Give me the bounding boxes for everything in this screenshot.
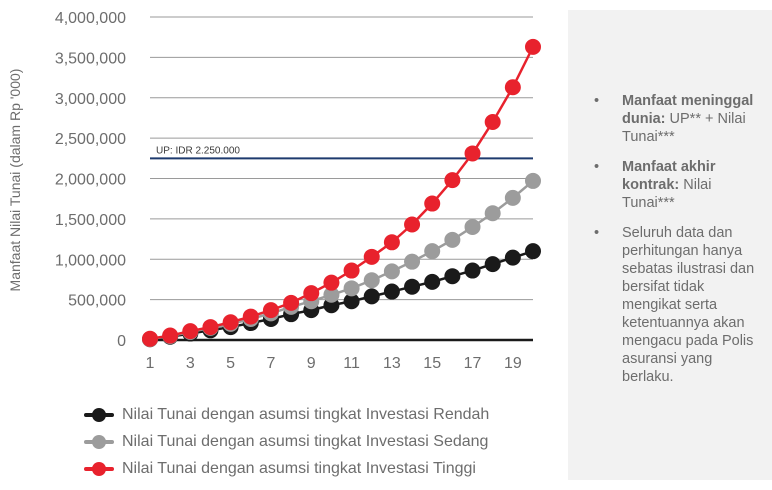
data-point bbox=[404, 253, 421, 270]
data-point bbox=[202, 319, 219, 336]
data-point bbox=[363, 248, 380, 265]
y-tick-label: 3,500,000 bbox=[55, 50, 126, 67]
x-tick-label: 1 bbox=[146, 355, 155, 372]
info-panel: Manfaat meninggal dunia: UP** + Nilai Tu… bbox=[568, 10, 772, 480]
y-tick-label: 4,000,000 bbox=[55, 10, 126, 27]
data-point bbox=[444, 172, 461, 189]
data-point bbox=[162, 327, 179, 344]
series-group bbox=[142, 38, 541, 348]
data-point bbox=[525, 38, 541, 55]
legend-label: Nilai Tunai dengan asumsi tingkat Invest… bbox=[122, 406, 490, 423]
info-item: Manfaat meninggal dunia: UP** + Nilai Tu… bbox=[568, 92, 772, 146]
data-point bbox=[343, 262, 360, 279]
x-tick-label: 15 bbox=[423, 355, 441, 372]
y-tick-label: 3,000,000 bbox=[55, 91, 126, 108]
cash-value-line-chart: 0 500,000 1,000,000 1,500,000 2,000,000 2,500… bbox=[7, 10, 541, 372]
legend-swatch bbox=[84, 408, 114, 422]
series bbox=[142, 172, 541, 348]
data-point bbox=[424, 243, 441, 260]
data-point bbox=[504, 189, 521, 206]
info-item: Manfaat akhir kontrak: Nilai Tunai*** bbox=[568, 158, 772, 212]
data-point bbox=[404, 216, 421, 233]
data-point bbox=[464, 218, 481, 235]
x-tick-labels: 1 3 5 7 9 11 13 15 17 19 bbox=[146, 355, 522, 372]
info-list: Manfaat meninggal dunia: UP** + Nilai Tu… bbox=[568, 92, 772, 398]
data-point bbox=[484, 113, 501, 130]
info-item-text: UP** + Nilai Tunai*** bbox=[622, 111, 746, 145]
data-point bbox=[383, 283, 400, 300]
legend-item: Nilai Tunai dengan asumsi tingkat Invest… bbox=[84, 429, 489, 455]
data-point bbox=[363, 288, 380, 305]
series-line bbox=[149, 179, 534, 341]
data-point bbox=[525, 172, 541, 189]
x-tick-label: 9 bbox=[307, 355, 316, 372]
data-point bbox=[323, 274, 340, 291]
up-reference-label: UP: IDR 2.250.000 bbox=[156, 145, 240, 156]
data-point bbox=[242, 308, 259, 325]
x-tick-label: 19 bbox=[504, 355, 522, 372]
data-point bbox=[383, 263, 400, 280]
y-tick-label: 2,000,000 bbox=[55, 172, 126, 189]
chart-legend: Nilai Tunai dengan asumsi tingkat Invest… bbox=[84, 402, 489, 483]
y-tick-label: 0 bbox=[117, 333, 126, 350]
data-point bbox=[404, 278, 421, 295]
legend-item: Nilai Tunai dengan asumsi tingkat Invest… bbox=[84, 456, 489, 482]
y-tick-label: 500,000 bbox=[68, 293, 126, 310]
legend-item: Nilai Tunai dengan asumsi tingkat Invest… bbox=[84, 402, 489, 428]
y-tick-label: 2,500,000 bbox=[55, 131, 126, 148]
data-point bbox=[323, 286, 340, 303]
data-point bbox=[504, 79, 521, 96]
x-tick-label: 5 bbox=[226, 355, 235, 372]
y-axis-label: Manfaat Nilai Tunai (dalam Rp '000) bbox=[7, 69, 23, 292]
x-tick-label: 17 bbox=[464, 355, 482, 372]
legend-label: Nilai Tunai dengan asumsi tingkat Invest… bbox=[122, 460, 476, 477]
legend-swatch bbox=[84, 435, 114, 449]
data-point bbox=[383, 234, 400, 251]
data-point bbox=[525, 243, 541, 260]
data-point bbox=[424, 195, 441, 212]
series bbox=[142, 38, 541, 347]
data-point bbox=[343, 293, 360, 310]
gridlines bbox=[150, 16, 533, 342]
data-point bbox=[504, 249, 521, 266]
x-tick-label: 3 bbox=[186, 355, 195, 372]
x-tick-label: 11 bbox=[343, 355, 360, 372]
y-tick-labels: 0 500,000 1,000,000 1,500,000 2,000,000 2,500… bbox=[55, 10, 126, 350]
data-point bbox=[464, 145, 481, 162]
y-tick-label: 1,500,000 bbox=[55, 212, 126, 229]
data-point bbox=[444, 231, 461, 248]
info-item-text: Seluruh data dan perhitungan hanya sebat… bbox=[622, 225, 755, 385]
y-tick-label: 1,000,000 bbox=[55, 252, 126, 269]
info-item-text: Nilai Tunai*** bbox=[622, 177, 712, 211]
data-point bbox=[484, 256, 501, 273]
data-point bbox=[262, 302, 279, 319]
data-point bbox=[142, 330, 158, 347]
data-point bbox=[303, 285, 320, 302]
data-point bbox=[182, 323, 199, 340]
data-point bbox=[464, 262, 481, 279]
series-line bbox=[149, 46, 535, 341]
legend-label: Nilai Tunai dengan asumsi tingkat Invest… bbox=[122, 433, 489, 450]
data-point bbox=[343, 280, 360, 297]
x-tick-label: 13 bbox=[383, 355, 401, 372]
legend-swatch bbox=[84, 462, 114, 476]
data-point bbox=[484, 205, 501, 222]
data-point bbox=[283, 294, 300, 311]
data-point bbox=[222, 314, 239, 331]
info-item: Seluruh data dan perhitungan hanya sebat… bbox=[568, 224, 772, 386]
data-point bbox=[444, 268, 461, 285]
x-tick-label: 7 bbox=[266, 355, 275, 372]
data-point bbox=[424, 273, 441, 290]
info-item-heading: Manfaat akhir kontrak: bbox=[622, 159, 716, 193]
data-point bbox=[363, 272, 380, 289]
info-item-heading: Manfaat meninggal dunia: bbox=[622, 93, 754, 127]
